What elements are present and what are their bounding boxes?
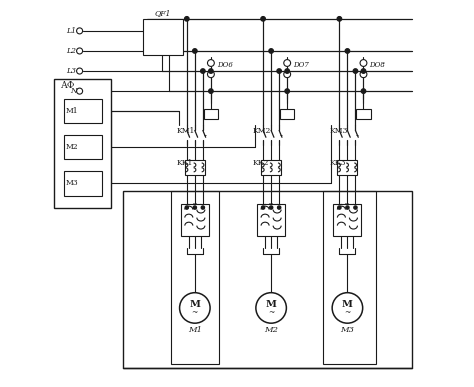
Circle shape — [208, 60, 214, 67]
Bar — [64, 135, 102, 159]
Circle shape — [201, 206, 204, 209]
Circle shape — [77, 68, 82, 74]
Bar — [143, 19, 183, 55]
Text: M: M — [190, 300, 201, 309]
Circle shape — [361, 69, 365, 73]
Circle shape — [77, 88, 82, 94]
Circle shape — [361, 89, 365, 93]
Circle shape — [208, 71, 214, 78]
Bar — [181, 204, 209, 236]
Bar — [123, 192, 411, 368]
Text: M3: M3 — [340, 326, 355, 334]
Circle shape — [256, 293, 286, 323]
Text: DO7: DO7 — [293, 61, 309, 69]
Circle shape — [285, 69, 290, 73]
Text: M1: M1 — [188, 326, 202, 334]
Circle shape — [353, 69, 358, 73]
Circle shape — [284, 71, 291, 78]
Circle shape — [277, 69, 282, 73]
Text: KM1: KM1 — [177, 127, 195, 135]
Bar — [64, 99, 102, 123]
Text: L3: L3 — [66, 67, 76, 75]
Bar — [171, 192, 219, 364]
Circle shape — [184, 17, 189, 21]
Circle shape — [278, 206, 281, 209]
Circle shape — [77, 28, 82, 34]
Text: M2: M2 — [264, 326, 278, 334]
Text: M2: M2 — [66, 143, 79, 151]
Circle shape — [193, 206, 196, 209]
Bar — [323, 192, 375, 364]
Circle shape — [270, 206, 273, 209]
Circle shape — [269, 49, 273, 53]
Circle shape — [261, 17, 265, 21]
Circle shape — [180, 293, 210, 323]
Circle shape — [337, 17, 342, 21]
Text: L2: L2 — [66, 47, 76, 55]
Text: M3: M3 — [66, 180, 79, 187]
Circle shape — [338, 206, 341, 209]
Text: KK2: KK2 — [253, 159, 269, 168]
Bar — [356, 109, 371, 119]
Text: ~: ~ — [344, 309, 351, 317]
Text: DO8: DO8 — [370, 61, 385, 69]
Bar — [337, 160, 357, 175]
Text: M1: M1 — [66, 107, 79, 115]
Text: KK3: KK3 — [329, 159, 346, 168]
Circle shape — [185, 206, 189, 209]
Bar — [185, 160, 205, 175]
Bar — [64, 171, 102, 195]
Circle shape — [284, 60, 291, 67]
Text: N: N — [70, 87, 76, 95]
Text: АФ: АФ — [61, 80, 75, 89]
Bar — [261, 160, 281, 175]
Circle shape — [77, 48, 82, 54]
Circle shape — [192, 49, 197, 53]
Text: ~: ~ — [268, 309, 274, 317]
Circle shape — [285, 89, 290, 93]
Text: QF1: QF1 — [155, 9, 171, 17]
Text: DO6: DO6 — [217, 61, 233, 69]
Circle shape — [360, 71, 367, 78]
Text: ~: ~ — [191, 309, 198, 317]
Text: KM2: KM2 — [253, 127, 272, 135]
Circle shape — [201, 69, 205, 73]
Circle shape — [354, 206, 357, 209]
Bar — [280, 109, 294, 119]
Bar — [204, 109, 218, 119]
Bar — [333, 204, 362, 236]
Circle shape — [345, 49, 350, 53]
Text: KK1: KK1 — [177, 159, 193, 168]
Circle shape — [360, 60, 367, 67]
Text: L1: L1 — [66, 27, 76, 35]
Text: M: M — [266, 300, 276, 309]
Bar — [55, 79, 110, 207]
Circle shape — [262, 206, 264, 209]
Circle shape — [332, 293, 363, 323]
Circle shape — [346, 206, 349, 209]
Circle shape — [209, 89, 213, 93]
Text: KM3: KM3 — [329, 127, 348, 135]
Text: M: M — [342, 300, 353, 309]
Bar — [257, 204, 285, 236]
Circle shape — [209, 69, 213, 73]
